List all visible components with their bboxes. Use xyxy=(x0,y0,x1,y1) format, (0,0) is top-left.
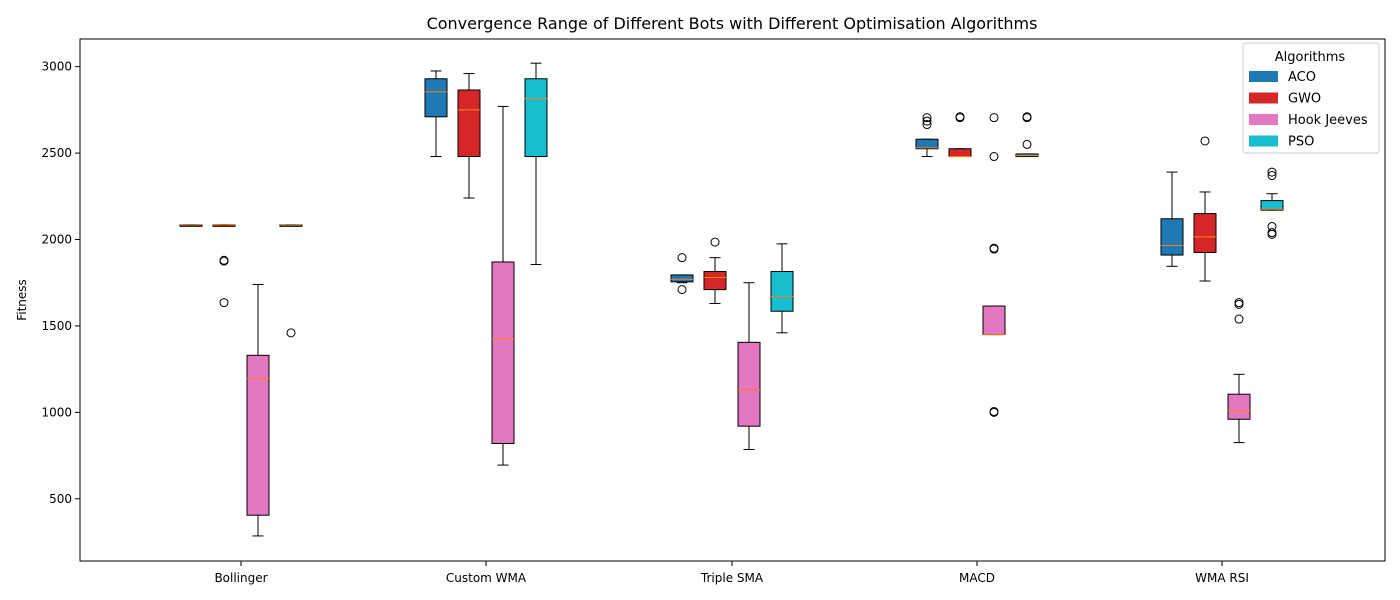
outlier-point xyxy=(989,152,999,162)
outlier-point xyxy=(1267,229,1277,239)
box-body xyxy=(524,78,548,158)
outlier-point xyxy=(1267,222,1277,232)
legend-frame xyxy=(1242,42,1380,154)
plot-frame xyxy=(79,38,1386,562)
box-hook-jeeves xyxy=(737,282,761,451)
outlier-point xyxy=(1267,171,1277,181)
box-body xyxy=(982,305,1006,336)
x-tick-label: WMA RSI xyxy=(1195,571,1249,585)
chart-title: Convergence Range of Different Bots with… xyxy=(427,14,1038,33)
outlier-point xyxy=(1267,167,1277,177)
box-body xyxy=(246,354,270,516)
box-gwo xyxy=(1193,136,1217,282)
box-body xyxy=(424,78,448,118)
outlier-point xyxy=(922,116,932,126)
outlier-point xyxy=(955,112,965,122)
box-gwo xyxy=(703,237,727,304)
y-tick-label: 1000 xyxy=(41,405,72,419)
y-tick-label: 500 xyxy=(49,492,72,506)
legend-swatch xyxy=(1249,135,1278,147)
x-tick-label: Custom WMA xyxy=(446,571,527,585)
legend-label: GWO xyxy=(1288,92,1321,107)
y-tick-label: 1500 xyxy=(41,319,72,333)
box-aco xyxy=(1160,171,1184,267)
plot-area xyxy=(179,62,1284,537)
box-hook-jeeves xyxy=(246,283,270,537)
box-pso xyxy=(770,243,794,334)
outlier-point xyxy=(710,237,720,247)
box-gwo xyxy=(212,224,236,308)
box-pso xyxy=(1015,112,1039,158)
box-aco xyxy=(915,113,939,158)
box-gwo xyxy=(948,112,972,158)
outlier-point xyxy=(989,406,999,416)
outlier-point xyxy=(1234,298,1244,308)
x-tick-label: Bollinger xyxy=(214,571,267,585)
outlier-point xyxy=(1234,314,1244,324)
box-body xyxy=(737,341,761,427)
legend-label: Hook Jeeves xyxy=(1288,113,1368,128)
legend: Algorithms ACO GWO Hook Jeeves PSO xyxy=(1242,42,1380,154)
box-body xyxy=(670,274,694,283)
box-pso xyxy=(279,224,303,338)
box-pso xyxy=(1260,167,1284,239)
outlier-point xyxy=(677,253,687,263)
box-aco xyxy=(670,253,694,295)
box-body xyxy=(703,270,727,291)
outlier-point xyxy=(1022,139,1032,149)
box-hook-jeeves xyxy=(982,113,1006,417)
y-tick-label: 3000 xyxy=(41,60,72,74)
box-body xyxy=(1193,213,1217,253)
box-body xyxy=(1160,218,1184,256)
legend-label: ACO xyxy=(1288,70,1316,85)
box-body xyxy=(915,138,939,150)
axes: 500 1000 1500 2000 2500 3000 Bollinger Custom W… xyxy=(41,60,1248,585)
outlier-point xyxy=(219,256,229,266)
box-hook-jeeves xyxy=(1227,298,1251,444)
box-body xyxy=(1227,393,1251,420)
legend-swatch xyxy=(1249,114,1278,125)
y-tick-label: 2000 xyxy=(41,233,72,247)
outlier-point xyxy=(1200,136,1210,146)
outlier-point xyxy=(989,113,999,123)
box-hook-jeeves xyxy=(491,105,515,466)
x-tick-label: MACD xyxy=(959,571,995,585)
box-pso xyxy=(524,62,548,266)
outlier-point xyxy=(677,285,687,295)
outlier-point xyxy=(1234,299,1244,309)
box-body xyxy=(1260,200,1284,211)
legend-label: PSO xyxy=(1288,135,1314,150)
box-aco xyxy=(424,70,448,158)
legend-items: ACO GWO Hook Jeeves PSO xyxy=(1249,70,1368,150)
y-tick-label: 2500 xyxy=(41,146,72,160)
outlier-point xyxy=(922,120,932,130)
outlier-point xyxy=(1267,228,1277,238)
box-body xyxy=(491,261,515,444)
legend-title: Algorithms xyxy=(1275,50,1346,65)
y-axis-label: Fitness xyxy=(15,279,29,321)
outlier-point xyxy=(1022,112,1032,122)
box-aco xyxy=(179,224,203,227)
x-tick-label: Triple SMA xyxy=(700,571,764,585)
box-gwo xyxy=(457,73,481,199)
outlier-point xyxy=(219,298,229,308)
legend-swatch xyxy=(1249,71,1278,82)
outlier-point xyxy=(922,113,932,123)
outlier-point xyxy=(286,328,296,338)
box-body xyxy=(457,89,481,158)
box-body xyxy=(770,270,794,312)
outlier-point xyxy=(989,243,999,253)
box-body xyxy=(948,148,972,158)
legend-swatch xyxy=(1249,92,1278,104)
